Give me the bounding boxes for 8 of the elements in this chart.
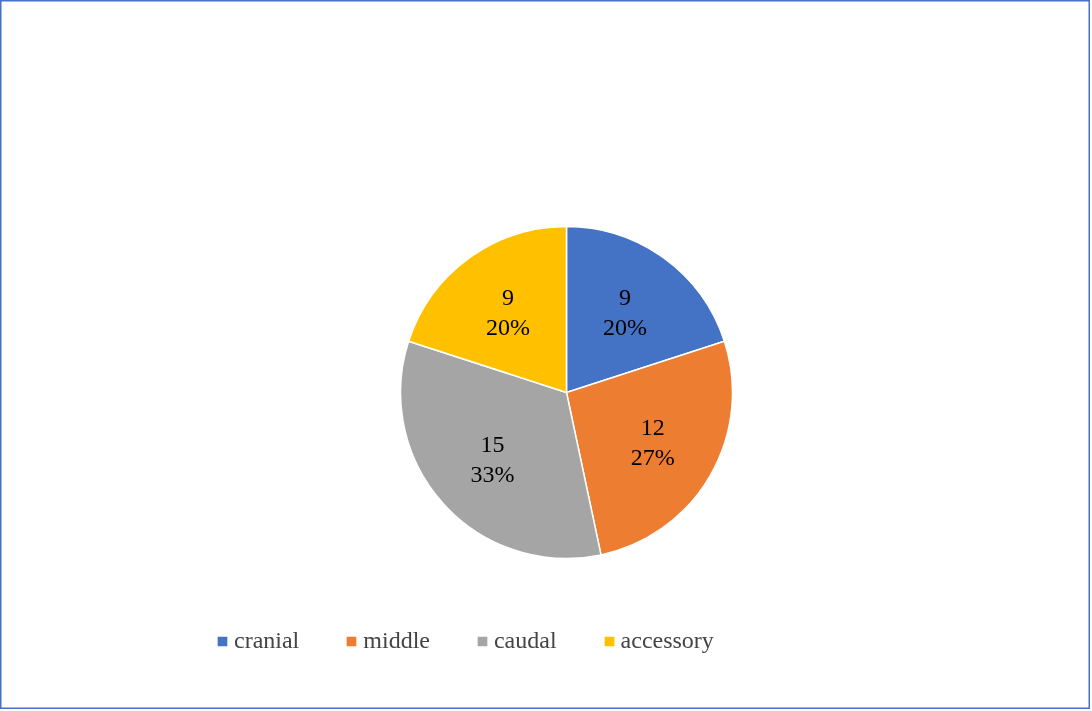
legend-label: middle	[363, 627, 430, 654]
legend-label: caudal	[493, 627, 557, 654]
data-label: 9 20%	[485, 283, 530, 340]
legend-label: accessory	[620, 627, 714, 654]
data-label: 9 20%	[603, 283, 648, 340]
data-label: 12 27%	[630, 414, 675, 471]
data-label: 15 33%	[470, 431, 515, 488]
legend-label: cranial	[234, 627, 300, 654]
